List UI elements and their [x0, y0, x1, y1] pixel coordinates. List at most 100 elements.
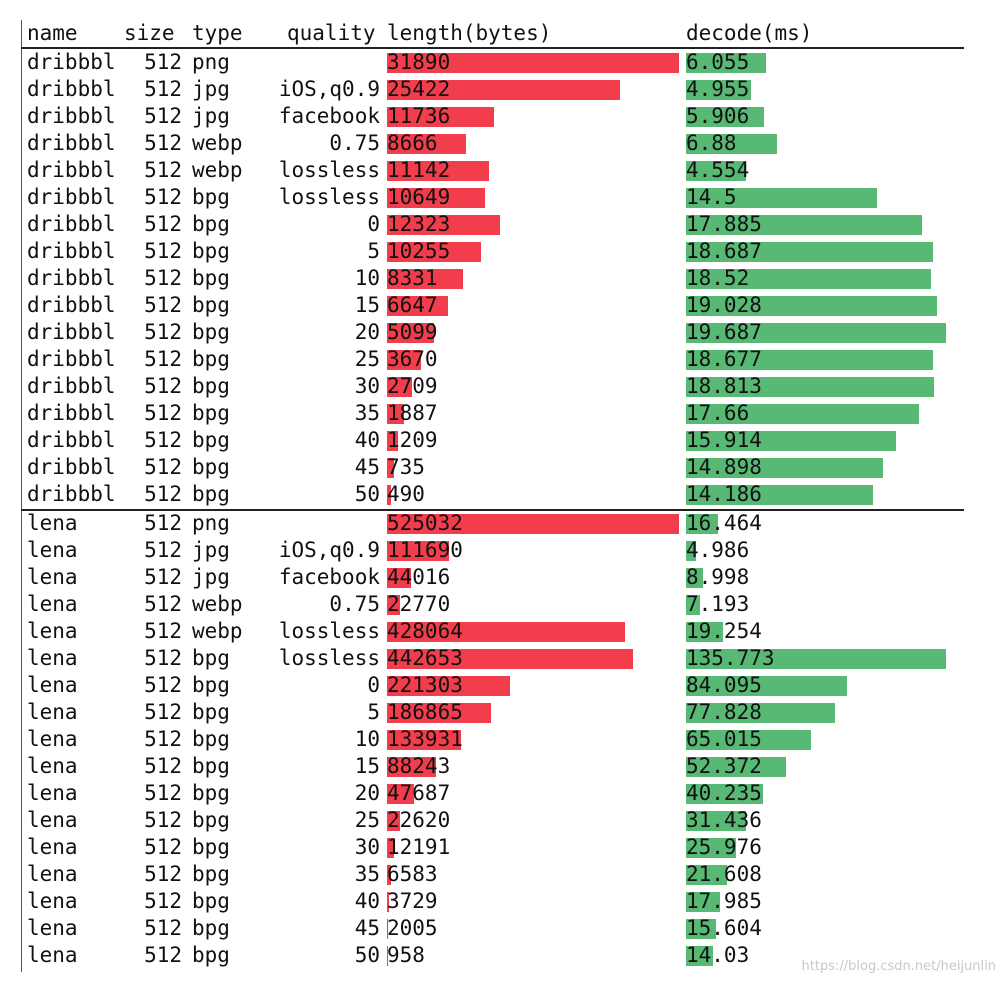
length-bar [387, 485, 391, 505]
length-bar [387, 53, 679, 73]
header-divider [21, 47, 964, 49]
cell-type: jpg [192, 565, 230, 589]
cell-length: 22620 [387, 808, 451, 832]
cell-size: 512 [144, 50, 182, 74]
cell-quality: lossless [278, 158, 380, 182]
cell-decode: 7.193 [686, 592, 750, 616]
cell-quality: 20 [354, 320, 380, 344]
cell-quality: 45 [354, 916, 380, 940]
cell-quality: 20 [354, 781, 380, 805]
cell-name: dribbbl [27, 239, 116, 263]
cell-name: lena [27, 727, 78, 751]
cell-size: 512 [144, 916, 182, 940]
decode-bar [686, 946, 713, 966]
cell-name: lena [27, 565, 78, 589]
cell-name: dribbbl [27, 293, 116, 317]
cell-size: 512 [144, 320, 182, 344]
cell-length: 428064 [387, 619, 463, 643]
decode-bar [686, 377, 934, 397]
cell-size: 512 [144, 781, 182, 805]
cell-size: 512 [144, 374, 182, 398]
cell-quality: iOS,q0.9 [278, 538, 380, 562]
length-bar [387, 811, 400, 831]
cell-size: 512 [144, 808, 182, 832]
cell-length: 88243 [387, 754, 451, 778]
cell-length: 186865 [387, 700, 463, 724]
cell-length: 525032 [387, 511, 463, 535]
cell-size: 512 [144, 428, 182, 452]
cell-type: bpg [192, 239, 230, 263]
cell-name: lena [27, 862, 78, 886]
cell-length: 12191 [387, 835, 451, 859]
decode-bar [686, 80, 751, 100]
cell-type: bpg [192, 212, 230, 236]
cell-name: lena [27, 646, 78, 670]
cell-type: png [192, 50, 230, 74]
decode-bar [686, 53, 766, 73]
cell-type: bpg [192, 266, 230, 290]
cell-quality: iOS,q0.9 [278, 77, 380, 101]
cell-quality: 30 [354, 374, 380, 398]
cell-decode: 4.955 [686, 77, 750, 101]
decode-bar [686, 107, 764, 127]
cell-type: bpg [192, 781, 230, 805]
table-left-border [21, 20, 22, 972]
cell-length: 10255 [387, 239, 451, 263]
decode-bar [686, 296, 937, 316]
cell-type: bpg [192, 428, 230, 452]
cell-type: bpg [192, 347, 230, 371]
cell-decode: 14.186 [686, 482, 762, 506]
cell-name: dribbbl [27, 266, 116, 290]
cell-type: bpg [192, 320, 230, 344]
cell-quality: 0 [367, 212, 380, 236]
cell-size: 512 [144, 511, 182, 535]
cell-length: 11736 [387, 104, 451, 128]
cell-decode: 31.436 [686, 808, 762, 832]
length-bar [387, 404, 404, 424]
cell-decode: 6.055 [686, 50, 750, 74]
cell-decode: 14.898 [686, 455, 762, 479]
cell-decode: 18.813 [686, 374, 762, 398]
cell-type: bpg [192, 293, 230, 317]
cell-size: 512 [144, 131, 182, 155]
cell-type: jpg [192, 538, 230, 562]
length-bar [387, 865, 391, 885]
cell-type: bpg [192, 754, 230, 778]
cell-size: 512 [144, 565, 182, 589]
cell-length: 22770 [387, 592, 451, 616]
cell-length: 5099 [387, 320, 438, 344]
cell-name: lena [27, 754, 78, 778]
cell-length: 1887 [387, 401, 438, 425]
decode-bar [686, 568, 703, 588]
decode-bar [686, 892, 720, 912]
cell-decode: 21.608 [686, 862, 762, 886]
cell-length: 6583 [387, 862, 438, 886]
cell-name: lena [27, 943, 78, 967]
length-bar [387, 323, 434, 343]
length-bar [387, 134, 466, 154]
cell-length: 8331 [387, 266, 438, 290]
cell-type: bpg [192, 700, 230, 724]
cell-decode: 15.604 [686, 916, 762, 940]
cell-type: bpg [192, 185, 230, 209]
length-bar [387, 649, 633, 669]
cell-type: bpg [192, 401, 230, 425]
cell-decode: 52.372 [686, 754, 762, 778]
decode-bar [686, 649, 946, 669]
decode-bar [686, 838, 736, 858]
decode-bar [686, 514, 718, 534]
cell-size: 512 [144, 700, 182, 724]
length-bar [387, 595, 400, 615]
length-bar [387, 269, 463, 289]
length-bar [387, 703, 491, 723]
cell-size: 512 [144, 592, 182, 616]
decode-bar [686, 269, 931, 289]
decode-bar [686, 242, 933, 262]
decode-bar [686, 404, 919, 424]
cell-quality: 10 [354, 266, 380, 290]
cell-quality: lossless [278, 619, 380, 643]
decode-bar [686, 595, 700, 615]
cell-size: 512 [144, 538, 182, 562]
cell-length: 25422 [387, 77, 451, 101]
